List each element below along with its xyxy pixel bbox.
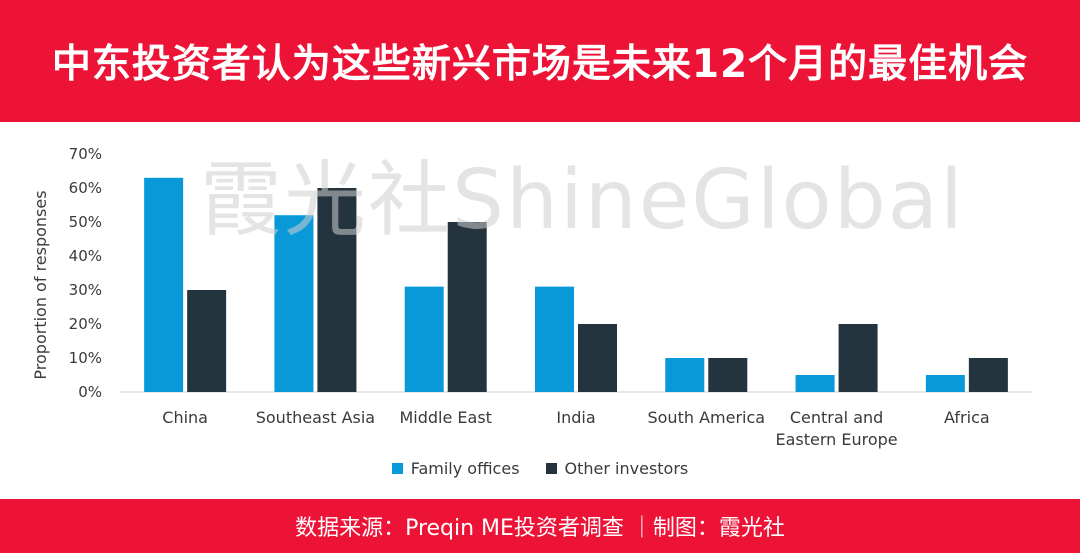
x-tick-label: India	[556, 408, 595, 427]
y-tick-label: 40%	[69, 247, 102, 265]
x-tick-label: Eastern Europe	[775, 430, 897, 449]
y-tick-label: 70%	[69, 145, 102, 163]
y-tick-label: 50%	[69, 213, 102, 231]
bar-family-offices	[404, 286, 444, 392]
legend-label-other-investors: Other investors	[564, 459, 689, 478]
legend-label-family-offices: Family offices	[410, 459, 520, 478]
bar-family-offices	[795, 375, 835, 392]
y-tick-label: 30%	[69, 281, 102, 299]
bar-family-offices	[274, 215, 314, 392]
bar-family-offices	[144, 177, 184, 392]
bar-other-investors	[838, 324, 878, 392]
bar-other-investors	[578, 324, 617, 392]
page-title: 中东投资者认为这些新兴市场是未来12个月的最佳机会	[51, 42, 1029, 87]
bar-other-investors	[968, 358, 1008, 392]
bar-other-investors	[447, 222, 487, 392]
legend-swatch-other-investors	[545, 463, 557, 474]
y-tick-label: 20%	[69, 315, 102, 333]
source-banner: 数据来源：Preqin ME投资者调查 ｜制图：霞光社	[0, 499, 1080, 553]
title-banner: 中东投资者认为这些新兴市场是未来12个月的最佳机会	[0, 0, 1080, 122]
chart-legend: Family offices Other investors	[0, 459, 1080, 478]
bar-other-investors	[317, 188, 357, 392]
legend-swatch-family-offices	[391, 463, 403, 474]
chart-area: 0% 10% 20% 30% 40% 50% 60% 70% Proportion of res…	[0, 122, 1080, 499]
y-tick-label: 10%	[69, 349, 102, 367]
bar-other-investors	[708, 358, 748, 392]
x-tick-label: China	[162, 408, 208, 427]
x-tick-label: South America	[647, 408, 765, 427]
legend-item-other-investors: Other investors	[545, 459, 689, 478]
y-tick-label: 0%	[78, 383, 102, 401]
bar-family-offices	[535, 286, 574, 392]
y-axis-label: Proportion of responses	[31, 190, 50, 379]
bar-other-investors	[187, 290, 227, 392]
x-tick-label: Africa	[944, 408, 990, 427]
source-text: 数据来源：Preqin ME投资者调查 ｜制图：霞光社	[295, 516, 785, 541]
legend-item-family-offices: Family offices	[391, 459, 520, 478]
bar-family-offices	[665, 358, 705, 392]
y-tick-label: 60%	[69, 179, 102, 197]
x-tick-label: Southeast Asia	[256, 408, 375, 427]
bar-family-offices	[925, 375, 965, 392]
x-tick-label: Central and	[790, 408, 883, 427]
bar-chart: 0% 10% 20% 30% 40% 50% 60% 70% Proportion of res…	[31, 145, 1032, 449]
x-tick-label: Middle East	[399, 408, 491, 427]
